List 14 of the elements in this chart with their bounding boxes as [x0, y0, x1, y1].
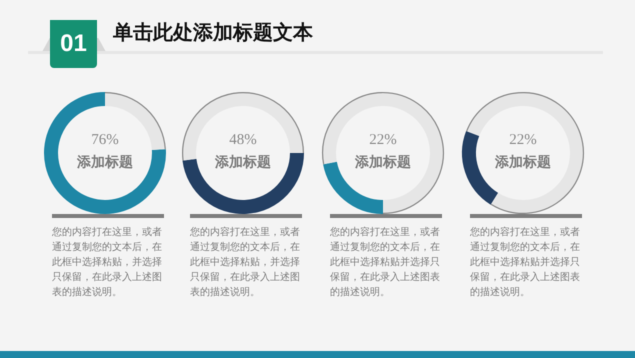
- text: 22%: [509, 132, 537, 148]
- text: 添加标题: [214, 154, 271, 171]
- text: 48%: [229, 132, 257, 148]
- text: 添加标题: [76, 154, 133, 171]
- text: 单击此处添加标题文本: [113, 19, 313, 46]
- text: 01: [50, 20, 97, 68]
- text: 您的内容打在这里，或者通过复制您的文本后，在此框中选择粘贴并选择只保留，在此录入上述图表的描述说明。: [330, 226, 441, 300]
- text: 您的内容打在这里，或者通过复制您的文本后，在此框中选择粘贴，并选择只保留，在此录入上述图表的描述说明。: [190, 226, 301, 300]
- text: 添加标题: [354, 154, 411, 171]
- text: 添加标题: [494, 154, 551, 171]
- text: 您的内容打在这里，或者通过复制您的文本后，在此框中选择粘贴并选择只保留，在此录入上述图表的描述说明。: [470, 226, 581, 300]
- text: 76%: [91, 132, 119, 148]
- text: 您的内容打在这里，或者通过复制您的文本后，在此框中选择粘贴，并选择只保留，在此录入上述图表的描述说明。: [52, 226, 163, 300]
- text: 22%: [369, 132, 397, 148]
